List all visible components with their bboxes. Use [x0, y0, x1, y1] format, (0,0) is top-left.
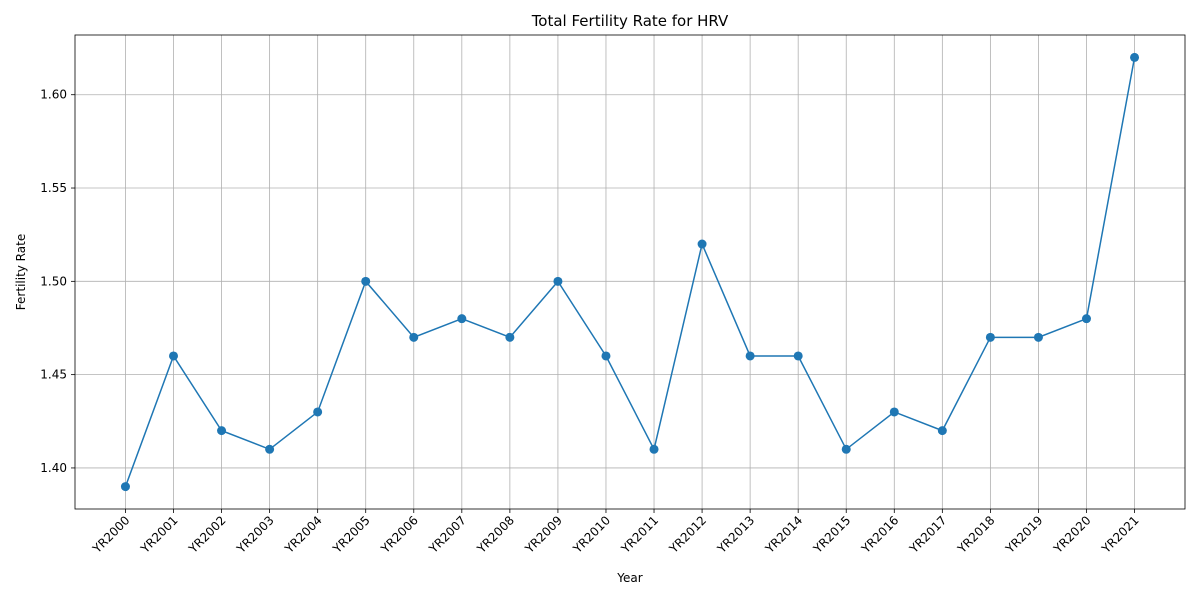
x-tick-label: YR2013 — [714, 513, 757, 556]
data-point — [457, 314, 467, 324]
data-point — [217, 426, 227, 436]
x-tick-label: YR2008 — [474, 513, 517, 556]
grid-lines — [75, 35, 1185, 509]
x-axis-ticks: YR2000 YR2001 YR2002 YR2003 YR2004 YR2005 YR20… — [89, 509, 1142, 557]
data-point — [793, 351, 803, 361]
x-tick-label: YR2012 — [666, 513, 709, 556]
data-point — [120, 482, 130, 492]
y-tick-label: 1.50 — [40, 274, 67, 288]
series-layer — [120, 52, 1140, 492]
x-tick-label: YR2000 — [89, 513, 132, 556]
y-tick-label: 1.40 — [40, 461, 67, 475]
x-tick-label: YR2017 — [906, 513, 949, 556]
x-axis-label: Year — [616, 571, 642, 585]
data-point — [745, 351, 755, 361]
x-tick-label: YR2019 — [1002, 513, 1045, 556]
data-point — [937, 426, 947, 436]
x-tick-label: YR2005 — [330, 513, 373, 556]
data-point — [505, 332, 515, 342]
x-tick-label: YR2021 — [1098, 513, 1141, 556]
x-tick-label: YR2018 — [954, 513, 997, 556]
data-point — [697, 239, 707, 249]
data-point — [313, 407, 323, 417]
data-point — [265, 444, 275, 454]
x-tick-label: YR2016 — [858, 513, 901, 556]
x-tick-label: YR2006 — [378, 513, 421, 556]
data-point — [1081, 314, 1091, 324]
x-tick-label: YR2009 — [522, 513, 565, 556]
x-tick-label: YR2004 — [281, 513, 324, 556]
chart-title: Total Fertility Rate for HRV — [531, 12, 729, 30]
y-axis-ticks: 1.40 1.45 1.50 1.55 1.60 — [40, 88, 75, 475]
y-tick-label: 1.55 — [40, 181, 67, 195]
data-point — [169, 351, 179, 361]
x-tick-label: YR2011 — [618, 513, 661, 556]
data-point — [601, 351, 611, 361]
data-point — [1033, 332, 1043, 342]
x-tick-label: YR2003 — [233, 513, 276, 556]
y-axis-label: Fertility Rate — [14, 234, 28, 310]
series-line — [124, 57, 1136, 487]
x-tick-label: YR2002 — [185, 513, 228, 556]
data-point — [889, 407, 899, 417]
data-point — [553, 276, 563, 286]
data-point — [1130, 52, 1140, 62]
x-tick-label: YR2007 — [426, 513, 469, 556]
x-tick-label: YR2020 — [1050, 513, 1093, 556]
y-tick-label: 1.60 — [40, 88, 67, 102]
x-tick-label: YR2015 — [810, 513, 853, 556]
x-tick-label: YR2014 — [762, 513, 805, 556]
data-point — [361, 276, 371, 286]
y-tick-label: 1.45 — [40, 368, 67, 382]
data-point — [649, 444, 659, 454]
x-tick-label: YR2010 — [570, 513, 613, 556]
plot-frame — [74, 34, 1186, 510]
data-point — [985, 332, 995, 342]
data-point — [409, 332, 419, 342]
data-point — [841, 444, 851, 454]
x-tick-label: YR2001 — [137, 513, 180, 556]
